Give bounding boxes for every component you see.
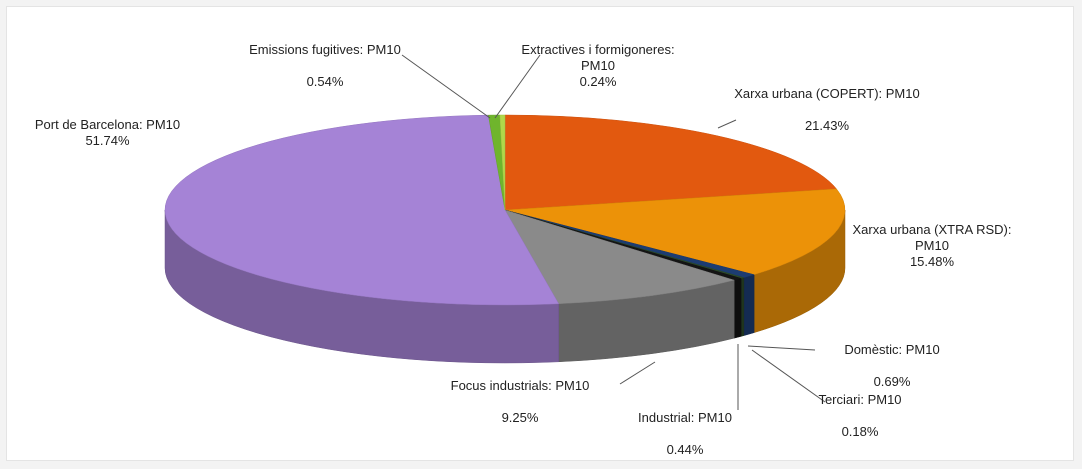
slice <box>504 114 837 211</box>
slice <box>504 209 736 305</box>
value-label: 15.48% <box>909 254 955 269</box>
slice-side <box>733 278 742 339</box>
slice-label: Industrial: PM10 <box>638 410 732 425</box>
slice-label: Terciari: PM10 <box>818 392 902 407</box>
value-label: 21.43% <box>804 118 850 133</box>
slice-label: Xarxa urbana (XTRA RSD): PM10 <box>852 222 1012 253</box>
slice-label: Focus industrials: PM10 <box>450 378 590 393</box>
value-label: 0.69% <box>873 374 911 389</box>
value-label: 51.74% <box>85 133 130 148</box>
leader-line <box>619 361 656 385</box>
leader-line <box>751 349 826 403</box>
value-label: 0.44% <box>666 442 704 457</box>
slice <box>504 188 846 275</box>
slice-side <box>743 274 755 336</box>
slice-label: Emissions fugitives: PM10 <box>249 42 401 57</box>
slice-label: Port de Barcelona: PM10 <box>34 117 181 132</box>
leader-line <box>494 54 541 119</box>
leader-line <box>717 119 737 129</box>
leader-line <box>401 54 491 119</box>
slice-label: Xarxa urbana (COPERT): PM10 <box>734 86 920 101</box>
value-label: 0.54% <box>306 74 344 89</box>
slice-label: Extractives i formigoneres: PM10 <box>521 42 675 73</box>
slice-side <box>740 277 745 337</box>
slice <box>499 114 506 211</box>
leader-line <box>747 345 816 351</box>
slice-label: Domèstic: PM10 <box>844 342 940 357</box>
value-label: 0.24% <box>579 74 617 89</box>
value-label: 0.18% <box>841 424 879 439</box>
value-label: 9.25% <box>501 410 539 425</box>
slice <box>164 114 560 306</box>
